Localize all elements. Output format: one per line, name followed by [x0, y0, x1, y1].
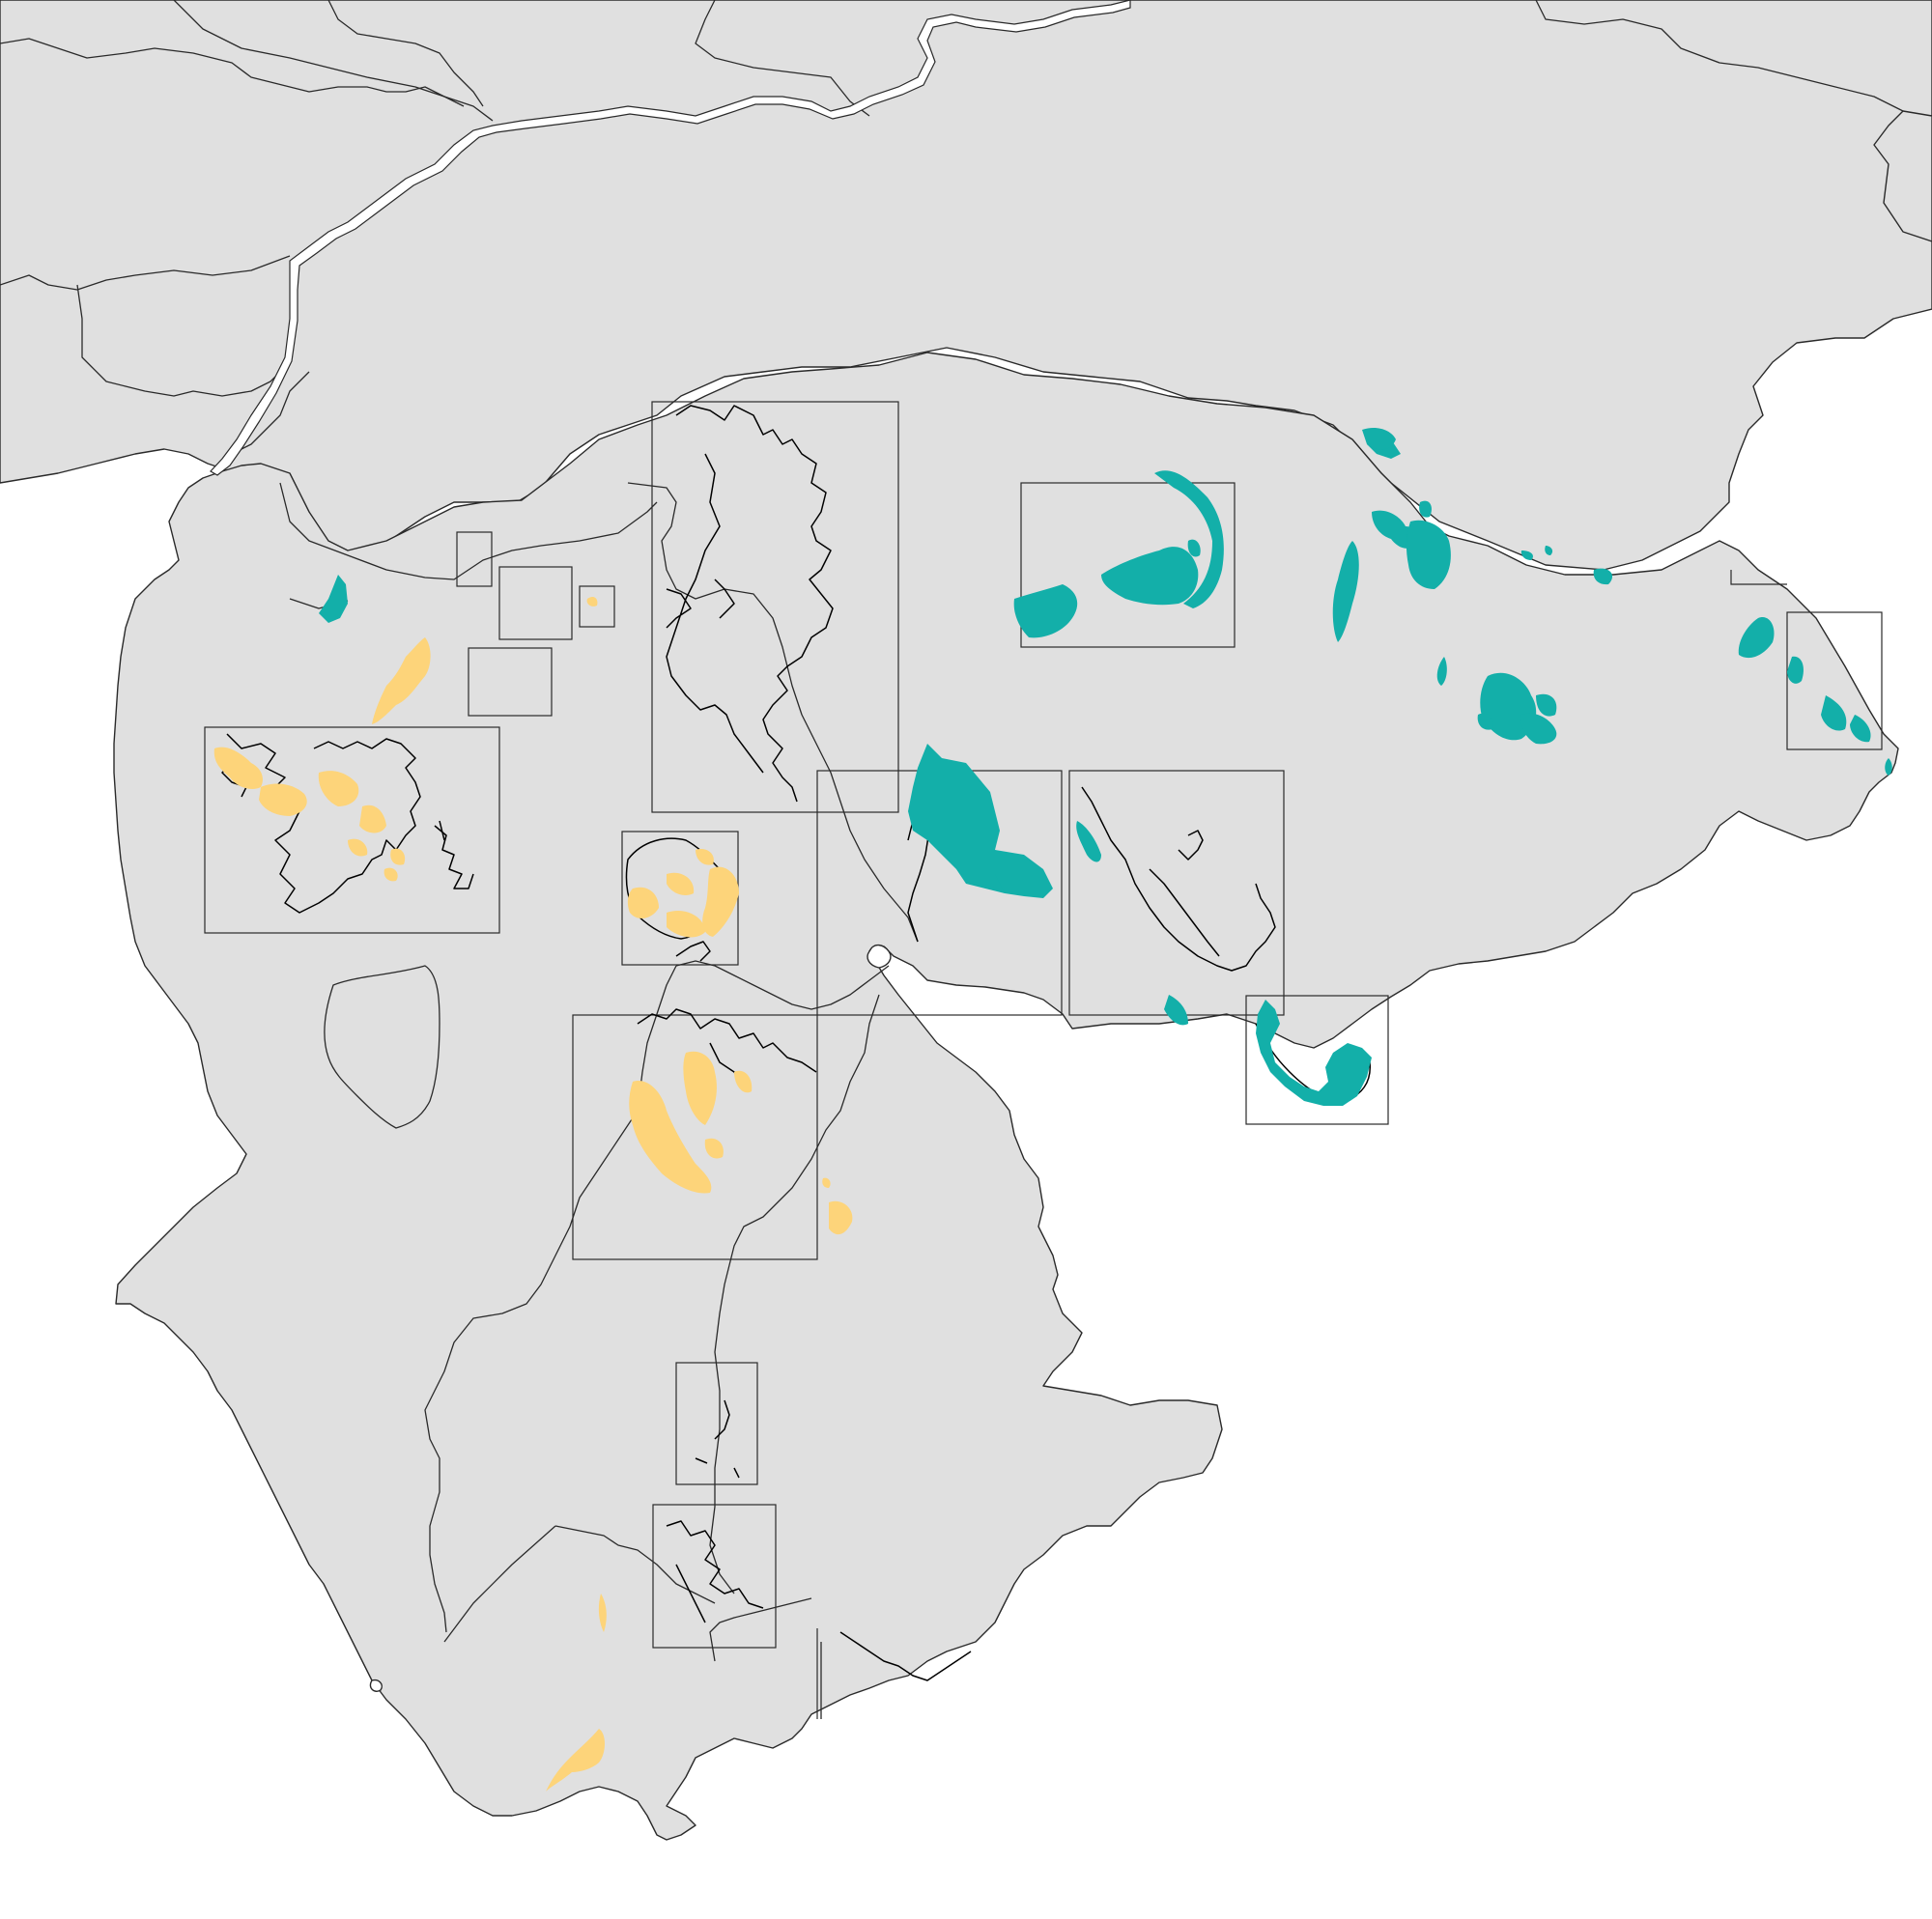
yellow-patch — [702, 866, 739, 937]
yellow-patch — [259, 783, 307, 816]
inset-box — [579, 585, 615, 628]
inset-box — [456, 531, 493, 587]
inset-box — [621, 831, 739, 966]
teal-patch — [319, 575, 348, 623]
inset-box — [204, 726, 500, 934]
boundary-line — [709, 994, 880, 1594]
northern-boundaries — [0, 0, 1904, 455]
yellow-patch — [359, 804, 386, 833]
teal-patch — [1187, 539, 1201, 557]
teal-patch — [1362, 428, 1396, 450]
inset-box — [1020, 482, 1236, 648]
teal-patch — [1332, 541, 1359, 642]
teal-patch — [1885, 758, 1892, 776]
detail-outline — [839, 1631, 972, 1681]
teal-patch — [1154, 470, 1224, 608]
teal-patch — [1164, 995, 1188, 1026]
inset-box — [1245, 995, 1389, 1125]
teal-patch — [1419, 500, 1432, 518]
yellow-patch — [213, 747, 263, 789]
teal-patch — [1372, 510, 1417, 549]
boundary-line — [327, 0, 484, 107]
yellow-patch — [683, 1051, 717, 1125]
boundary-line — [627, 482, 919, 943]
teal-patch — [1593, 568, 1613, 585]
teal-patch — [1256, 1000, 1372, 1106]
yellow-patch — [318, 771, 359, 806]
boundary-line — [76, 284, 286, 397]
detail-outline — [666, 405, 834, 803]
detail-outline — [675, 941, 711, 962]
boundary-line — [279, 482, 658, 580]
inset-box — [652, 1504, 777, 1649]
yellow-patch — [598, 1594, 607, 1632]
inset-box — [468, 647, 553, 717]
teal-patch — [1821, 695, 1847, 731]
boundary-line — [231, 371, 310, 455]
yellow-patch — [822, 1177, 831, 1188]
yellow-patch — [696, 849, 714, 865]
teal-patch — [1787, 656, 1804, 684]
yellow-patch — [627, 887, 659, 919]
boundary-line — [695, 0, 870, 117]
yellow-patch — [390, 848, 406, 865]
yellow-patch — [734, 1070, 753, 1093]
yellow-patch — [586, 596, 598, 607]
lake-south — [369, 1679, 383, 1692]
major-river — [210, 0, 1131, 476]
teal-patch — [1520, 713, 1557, 745]
teal-patch — [1520, 550, 1533, 560]
boundary-line — [324, 965, 440, 1129]
teal-patch — [1101, 547, 1199, 606]
inset-box — [675, 1362, 758, 1485]
inset-box — [1786, 611, 1883, 750]
yellow-patch — [704, 1138, 724, 1159]
teal-patch — [1477, 713, 1493, 730]
teal-patches — [319, 428, 1892, 1106]
southern-landmass — [113, 352, 1899, 1841]
teal-patch — [1850, 715, 1871, 743]
yellow-patch — [629, 1081, 712, 1194]
detail-outline — [695, 1399, 740, 1479]
yellow-patch — [829, 1200, 853, 1235]
yellow-patch — [666, 1138, 683, 1155]
boundary-line — [0, 38, 465, 107]
inset-box — [651, 401, 899, 813]
inland-lake — [867, 944, 892, 969]
yellow-patch — [348, 838, 368, 857]
inset-box-partial — [1730, 570, 1787, 585]
teal-patch — [1436, 657, 1447, 686]
teal-patch — [1013, 584, 1078, 638]
detail-outline — [434, 820, 474, 889]
detail-outline — [666, 1520, 764, 1623]
boundary-line — [173, 0, 494, 122]
yellow-patch — [384, 867, 398, 882]
boundary-line — [0, 255, 291, 291]
detail-outline — [1081, 786, 1276, 972]
inset-box — [572, 1014, 818, 1260]
yellow-patch — [546, 1729, 605, 1792]
yellow-patches — [213, 596, 853, 1792]
teal-patch — [995, 850, 1053, 898]
inset-box — [498, 566, 573, 640]
teal-patch — [1536, 693, 1557, 717]
teal-patch — [1738, 617, 1775, 659]
teal-patch — [1545, 546, 1553, 555]
yellow-patch — [667, 910, 705, 938]
boundary-line — [1535, 0, 1904, 112]
yellow-patch — [372, 637, 431, 724]
teal-patch — [1076, 821, 1101, 862]
yellow-patch — [667, 872, 695, 895]
boundary-line — [709, 1597, 812, 1662]
teal-patch — [1406, 520, 1451, 589]
boundary-line — [443, 1525, 556, 1643]
